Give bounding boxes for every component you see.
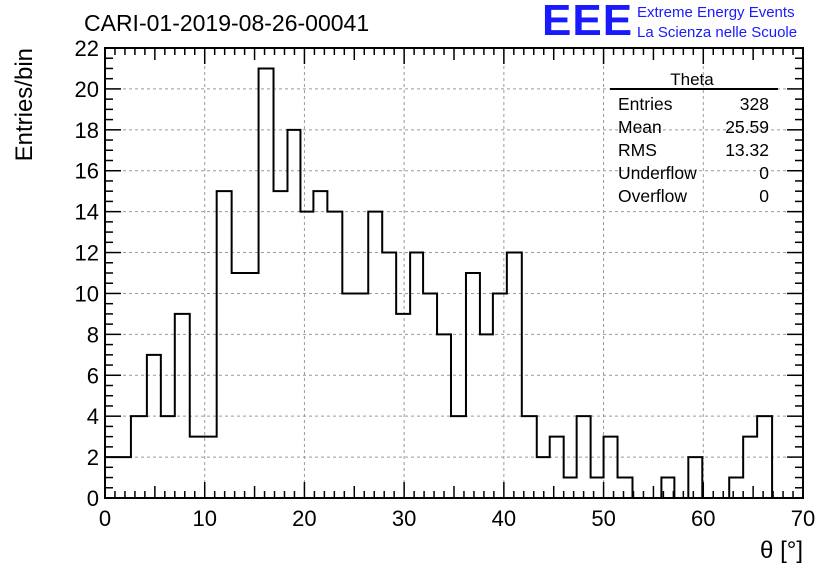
stats-box: Theta Entries 328 Mean 25.59 RMS 13.32 Underfl… [610,70,778,206]
stats-row-value: 25.59 [725,117,769,137]
y-tick-label: 4 [87,404,99,429]
x-tick-label: 20 [292,506,316,531]
stats-row-value: 0 [759,163,769,183]
x-tick-label: 40 [492,506,516,531]
x-tick-label: 0 [99,506,111,531]
stats-row-value: 0 [759,186,769,206]
x-tick-label: 50 [591,506,615,531]
stats-row-label: Underflow [618,163,697,183]
y-tick-label: 16 [75,159,99,184]
x-tick-label: 60 [691,506,715,531]
eee-logo-line1: Extreme Energy Events [637,4,795,21]
y-tick-label: 8 [87,322,99,347]
stats-row-value: 13.32 [725,140,769,160]
y-tick-label: 14 [75,200,99,225]
y-tick-label: 22 [75,36,99,61]
y-tick-label: 6 [87,363,99,388]
eee-logo-line2: La Scienza nelle Scuole [637,24,798,41]
stats-row-value: 328 [740,94,769,114]
stats-row-label: Entries [618,94,673,114]
x-axis-label: θ [°] [760,537,803,564]
x-tick-label: 70 [791,506,815,531]
stats-row-label: RMS [618,140,657,160]
y-tick-label: 2 [87,445,99,470]
y-tick-label: 0 [87,486,99,511]
histogram-outline [105,67,774,499]
grid-lines [105,48,803,498]
y-tick-label: 18 [75,118,99,143]
y-tick-label: 12 [75,241,99,266]
stats-row-label: Overflow [618,186,687,206]
y-tick-label: 10 [75,281,99,306]
x-tick-label: 30 [392,506,416,531]
axis-ticks [104,47,804,499]
x-tick-label: 10 [192,506,216,531]
axis-tick-labels: 0 10 20 30 40 50 60 70 0 2 4 6 8 10 12 14 16 18 20 22 [75,36,816,531]
plot-frame [104,47,804,499]
stats-title: Theta [670,70,714,89]
eee-logo-mark: EEE [542,0,634,45]
run-title: CARI-01-2019-08-26-00041 [84,10,370,36]
stats-row-label: Mean [618,117,662,137]
stats-rows: Entries 328 Mean 25.59 RMS 13.32 Underflow 0 Ove… [618,94,769,206]
y-axis-label: Entries/bin [11,48,38,161]
y-tick-label: 20 [75,77,99,102]
